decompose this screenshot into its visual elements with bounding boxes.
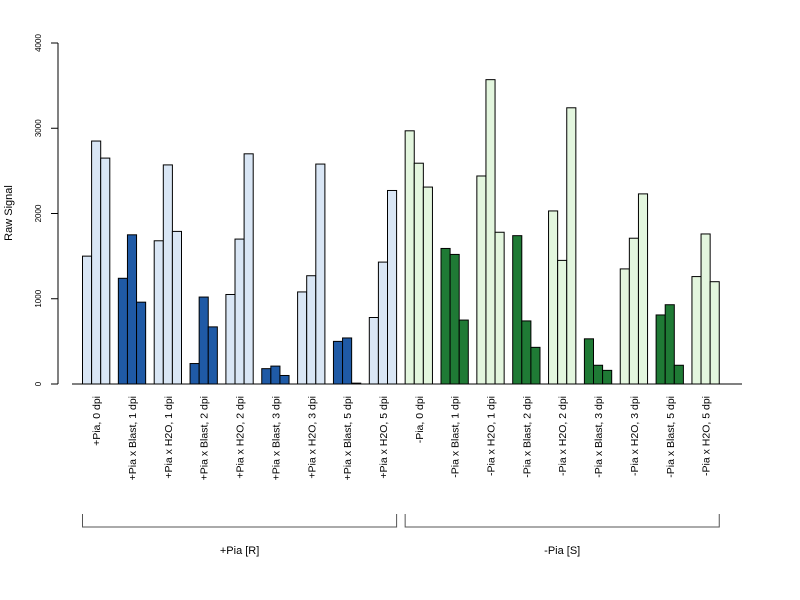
bar (602, 369, 613, 385)
bar (387, 189, 398, 385)
bar (700, 233, 711, 385)
x-tick-label: -Pia, 0 dpi (414, 396, 426, 443)
x-tick-label: +Pia x H2O, 3 dpi (306, 396, 318, 479)
x-tick-label: -Pia x H2O, 3 dpi (629, 396, 641, 476)
x-tick-label: -Pia x Blast, 2 dpi (521, 396, 533, 478)
x-tick-label: +Pia x H2O, 1 dpi (163, 396, 175, 479)
x-tick-label: +Pia x Blast, 2 dpi (199, 396, 211, 480)
bar (243, 153, 254, 385)
y-axis: 0 1000 2000 3000 4000 (34, 34, 59, 386)
bar (476, 175, 487, 385)
bar (691, 276, 702, 385)
bar (413, 162, 424, 385)
bar (673, 364, 684, 385)
bar (619, 268, 630, 385)
bar (440, 247, 451, 385)
group-label: +Pia [R] (220, 545, 259, 557)
x-tick-label: -Pia x Blast, 5 dpi (665, 396, 677, 478)
group-label: -Pia [S] (544, 545, 580, 557)
x-tick-label: +Pia x Blast, 1 dpi (127, 396, 139, 480)
y-axis-label: Raw Signal (3, 185, 15, 241)
bar (153, 240, 164, 385)
bar (279, 374, 290, 385)
bars (82, 79, 720, 385)
bar (485, 79, 496, 385)
x-tick-labels: +Pia, 0 dpi +Pia x Blast, 1 dpi +Pia x H2O… (91, 396, 712, 480)
x-tick-label: +Pia x H2O, 5 dpi (378, 396, 390, 479)
bar (449, 253, 460, 385)
bar (628, 237, 639, 385)
bar (162, 164, 173, 385)
bar (207, 326, 218, 385)
bar (306, 275, 317, 385)
group-brackets: +Pia [R] -Pia [S] (82, 514, 720, 557)
bar (171, 230, 182, 385)
bar (117, 277, 128, 385)
bar (494, 231, 505, 385)
y-tick-label: 4000 (34, 34, 43, 52)
bar (512, 235, 523, 385)
x-tick-label: -Pia x H2O, 2 dpi (557, 396, 569, 476)
x-tick-label: -Pia x H2O, 5 dpi (701, 396, 713, 476)
bar (664, 304, 675, 385)
x-tick-label: -Pia x Blast, 3 dpi (593, 396, 605, 478)
y-tick-label: 3000 (34, 119, 43, 137)
x-tick-label: -Pia x H2O, 1 dpi (486, 396, 498, 476)
bar (530, 346, 541, 385)
x-tick-label: +Pia, 0 dpi (91, 396, 103, 446)
bar (566, 107, 577, 385)
bar (404, 130, 415, 385)
bar (709, 281, 720, 385)
x-tick-label: -Pia x Blast, 1 dpi (450, 396, 462, 478)
bar (82, 255, 93, 385)
bar (126, 234, 138, 385)
bar (234, 238, 245, 385)
bar (91, 140, 102, 385)
x-tick-label: +Pia x Blast, 3 dpi (270, 396, 282, 480)
bar (521, 320, 532, 385)
bar (557, 259, 568, 385)
bar (100, 157, 111, 385)
bar (637, 193, 649, 385)
bar (270, 365, 281, 385)
bar (189, 363, 200, 385)
bar (548, 210, 559, 385)
bar (342, 337, 353, 385)
bar (261, 368, 272, 385)
y-tick-label: 0 (34, 381, 43, 386)
bar (198, 296, 209, 385)
y-tick-label: 1000 (34, 289, 43, 307)
bar (583, 338, 595, 385)
bar (225, 293, 236, 385)
bar (655, 314, 666, 385)
x-tick-label: +Pia x Blast, 5 dpi (342, 396, 354, 480)
bar (593, 364, 604, 385)
group-bracket (404, 514, 720, 528)
bar (368, 317, 379, 385)
group-bracket (82, 514, 398, 528)
bar (422, 186, 433, 385)
bar (458, 319, 469, 385)
bar (136, 301, 147, 385)
bar (377, 261, 388, 385)
bar (332, 340, 344, 385)
bar (315, 163, 326, 385)
x-tick-label: +Pia x H2O, 2 dpi (235, 396, 247, 479)
bar (297, 291, 308, 385)
y-tick-label: 2000 (34, 204, 43, 222)
